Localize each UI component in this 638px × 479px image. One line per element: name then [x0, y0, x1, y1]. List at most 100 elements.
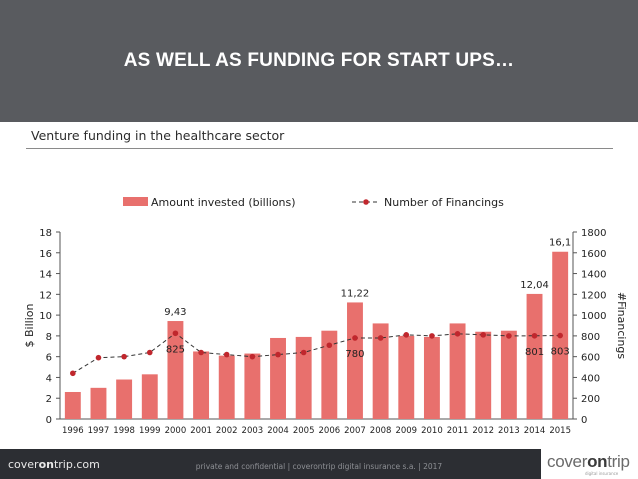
subtitle-divider	[26, 148, 613, 149]
x-tick-label: 2009	[395, 426, 417, 436]
footer-brand: coverontrip.com	[8, 458, 100, 471]
logo-tagline: digital insurance	[585, 471, 619, 476]
bar-1997	[90, 387, 107, 419]
x-tick-label: 2015	[549, 426, 571, 436]
x-tick-label: 2007	[344, 426, 366, 436]
x-tick-label: 2002	[216, 426, 238, 436]
left-tick-label: 2	[46, 394, 52, 405]
bar-2010	[423, 336, 440, 419]
x-tick-label: 2014	[524, 426, 546, 436]
left-tick-label: 4	[46, 373, 52, 384]
x-tick-label: 1997	[88, 426, 110, 436]
right-tick-label: 1400	[581, 270, 606, 281]
right-tick-label: 1000	[581, 311, 606, 322]
financings-point-2013	[506, 333, 512, 339]
x-tick-label: 1998	[113, 426, 135, 436]
bar-2008	[372, 323, 389, 419]
financings-point-2009	[403, 332, 410, 338]
right-tick-label: 1200	[581, 290, 606, 301]
y-axis-title: $ Billion	[23, 303, 36, 347]
footer-brand-suffix: trip.com	[53, 458, 100, 471]
bar-2004	[270, 337, 286, 419]
right-tick-label: 400	[581, 373, 600, 384]
bar-2007	[347, 302, 363, 419]
x-tick-label: 2000	[165, 426, 187, 436]
financings-point-2015	[557, 332, 563, 339]
financings-point-2004	[275, 351, 281, 358]
bar-1999	[141, 374, 158, 419]
right-tick-label: 800	[581, 332, 600, 343]
left-tick-label: 8	[46, 332, 52, 343]
bar-2014	[526, 293, 543, 419]
right-tick-label: 1600	[581, 249, 606, 260]
bar-2000	[167, 321, 184, 419]
financings-point-2003	[249, 353, 256, 360]
financings-point-1996	[70, 370, 76, 377]
right-tick-label: 0	[581, 415, 587, 426]
bar-data-label: 16,1	[549, 238, 571, 249]
x-tick-label: 2012	[472, 426, 494, 436]
line-data-label: 825	[166, 344, 185, 355]
bar-1996	[64, 391, 81, 419]
funding-chart: 0 2 4 6 8 10 12 14 16 18 0 200 400 600 800 1000 1200 1400…	[23, 196, 628, 436]
right-tick-label: 200	[581, 394, 600, 405]
logo-part-a: cover	[547, 452, 588, 471]
line-data-label: 780	[345, 349, 364, 360]
financings-point-2001	[198, 349, 204, 356]
x-tick-label: 2011	[447, 426, 469, 436]
bar-data-label: 9,43	[164, 307, 186, 318]
line-data-label: 803	[551, 347, 570, 358]
legend-line-label: Number of Financings	[384, 196, 504, 209]
financings-point-2000	[172, 330, 179, 337]
bar-data-label: 12,04	[520, 280, 549, 291]
footer-confidential: private and confidential | coverontrip d…	[195, 462, 443, 471]
left-tick-label: 10	[39, 311, 52, 322]
footer-bar: coverontrip.com private and confidential…	[0, 449, 638, 479]
footer-brand-prefix: cover	[8, 458, 39, 471]
bar-2009	[398, 335, 415, 419]
line-data-label: 801	[525, 347, 544, 358]
financings-point-2008	[377, 335, 384, 341]
slide-title: AS WELL AS FUNDING FOR START UPS…	[123, 50, 515, 71]
financings-point-2005	[300, 349, 307, 356]
x-tick-label: 2008	[370, 426, 392, 436]
bar-2003	[244, 353, 261, 419]
bar-2013	[500, 330, 517, 419]
financings-line	[72, 332, 561, 374]
legend-bar-label: Amount invested (billions)	[151, 196, 296, 209]
bar-2005	[295, 336, 312, 419]
x-tick-label: 2003	[242, 426, 264, 436]
bar-2006	[321, 330, 338, 419]
legend-line-marker	[363, 199, 369, 205]
left-tick-label: 0	[46, 415, 52, 426]
x-tick-label: 2005	[293, 426, 315, 436]
footer-brand-mid: on	[38, 458, 54, 471]
financings-point-2002	[223, 351, 230, 358]
financings-point-1999	[146, 349, 153, 356]
x-tick-label: 1996	[62, 426, 84, 436]
left-tick-label: 16	[39, 249, 52, 260]
financings-point-2007	[352, 335, 358, 341]
title-banner: AS WELL AS FUNDING FOR START UPS…	[0, 0, 638, 122]
logo-wordmark: coverontrip	[547, 452, 630, 472]
right-tick-label: 1800	[581, 228, 606, 239]
y2-axis-title: #Financings	[615, 292, 628, 360]
bar-1998	[116, 379, 133, 419]
right-tick-label: 600	[581, 353, 600, 364]
logo-part-b: on	[587, 452, 608, 471]
bar-2012	[475, 331, 492, 419]
logo-part-c: trip	[607, 452, 630, 471]
x-tick-label: 2006	[319, 426, 341, 436]
financings-point-1998	[121, 353, 127, 360]
x-tick-label: 2001	[190, 426, 212, 436]
left-tick-label: 6	[46, 353, 52, 364]
bar-2002	[218, 355, 235, 419]
bar-2011	[449, 323, 466, 419]
bar-data-label: 11,22	[341, 288, 370, 299]
bar-2001	[193, 351, 210, 419]
company-logo: coverontrip digital insurance	[541, 448, 638, 479]
left-tick-label: 14	[39, 270, 52, 281]
legend-bar-swatch	[123, 197, 148, 206]
chart-subtitle: Venture funding in the healthcare sector	[31, 128, 285, 143]
x-tick-label: 1999	[139, 426, 161, 436]
